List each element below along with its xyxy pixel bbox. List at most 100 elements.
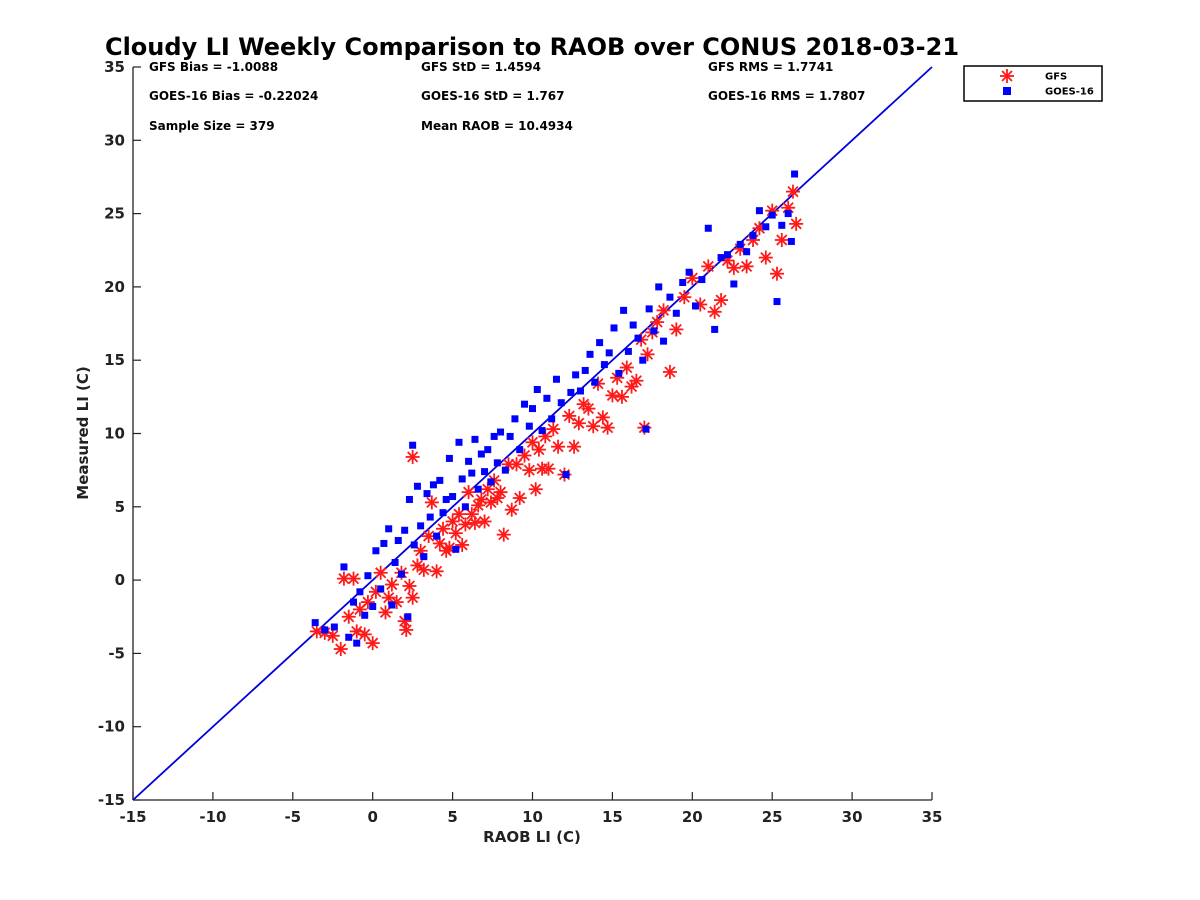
gfs-point [551,439,566,454]
goes16-point [581,366,589,374]
x-axis-label: RAOB LI (C) [483,828,581,846]
gfs-point [405,449,420,464]
goes16-point [481,468,489,476]
goes16-point [552,375,560,383]
gfs-point [677,290,692,305]
series-gfs [309,184,804,657]
goes16-point [311,619,319,627]
goes16-point [330,623,338,631]
goes16-point [388,601,396,609]
goes16-point [321,626,329,634]
y-tick-label: 15 [104,351,125,369]
goes16-point [516,446,524,454]
legend-label: GFS [1045,72,1067,83]
gfs-point [714,293,729,308]
gfs-point [562,408,577,423]
gfs-point [448,526,463,541]
goes16-point [385,525,393,533]
goes16-point [629,321,637,329]
goes16-point [501,466,509,474]
goes16-point [413,482,421,490]
series-goes-16 [311,170,799,647]
gfs-point [571,416,586,431]
goes16-point [730,280,738,288]
gfs-point [467,515,482,530]
gfs-point [421,529,436,544]
gfs-point [656,303,671,318]
gfs-point [614,389,629,404]
gfs-point [789,216,804,231]
goes16-point [660,337,668,345]
gfs-point [629,373,644,388]
gfs-point [517,448,532,463]
goes16-point [474,485,482,493]
gfs-point [581,401,596,416]
gfs-point [541,461,556,476]
goes16-point [380,539,388,547]
gfs-point [496,527,511,542]
goes16-point [655,283,663,291]
goes16-point [397,570,405,578]
gfs-point [707,304,722,319]
x-tick-label: -10 [199,808,226,826]
goes16-point [711,325,719,333]
goes16-point [704,224,712,232]
y-tick-label: 5 [115,498,125,516]
gfs-point [357,627,372,642]
goes16-point [645,305,653,313]
gfs-point [483,495,498,510]
goes16-point [420,553,428,561]
gfs-point [365,636,380,651]
goes16-point [784,210,792,218]
goes16-point [679,279,687,287]
goes16-point [567,388,575,396]
goes16-point [490,432,498,440]
gfs-point [758,250,773,265]
gfs-point [739,259,754,274]
stat-annotation: GOES-16 RMS = 1.7807 [708,89,865,103]
goes16-point [471,435,479,443]
goes16-point [497,428,505,436]
goes16-point [506,432,514,440]
gfs-point [650,315,665,330]
gfs-point [600,420,615,435]
axes: -15 -10 -5 0 5 10 15 20 25 30 35 -15 -10 -5 0 5 10 15 20 25… [98,58,943,826]
goes16-point [369,602,377,610]
x-tick-label: 15 [602,808,623,826]
goes16-point [429,481,437,489]
gfs-point [424,495,439,510]
stat-annotation: GOES-16 StD = 1.767 [421,89,564,103]
gfs-point [384,577,399,592]
goes16-point [576,387,584,395]
y-tick-label: 25 [104,205,125,223]
goes16-point [340,563,348,571]
gfs-point [586,419,601,434]
goes16-point [685,268,693,276]
y-tick-label: -15 [98,791,125,809]
goes16-point [391,559,399,567]
x-tick-label: 35 [922,808,943,826]
stat-annotation: GFS Bias = -1.0088 [149,60,278,74]
goes16-point [624,347,632,355]
gfs-point [429,564,444,579]
x-tick-label: 25 [762,808,783,826]
gfs-point [509,457,524,472]
y-tick-label: 0 [115,571,125,589]
y-tick-label: 30 [104,131,125,149]
goes16-point [717,254,725,262]
gfs-point [669,322,684,337]
gfs-point [493,485,508,500]
gfs-point [619,360,634,375]
goes16-point [557,399,565,407]
goes16-point [433,532,441,540]
goes16-point [773,298,781,306]
stat-annotation: GFS StD = 1.4594 [421,60,541,74]
goes16-point [468,469,476,477]
x-tick-label: 10 [522,808,543,826]
y-tick-label: 35 [104,58,125,76]
y-tick-label: -5 [108,644,125,662]
gfs-point [477,514,492,529]
data-points [132,66,933,801]
gfs-point [399,622,414,637]
goes16-point [691,302,699,310]
